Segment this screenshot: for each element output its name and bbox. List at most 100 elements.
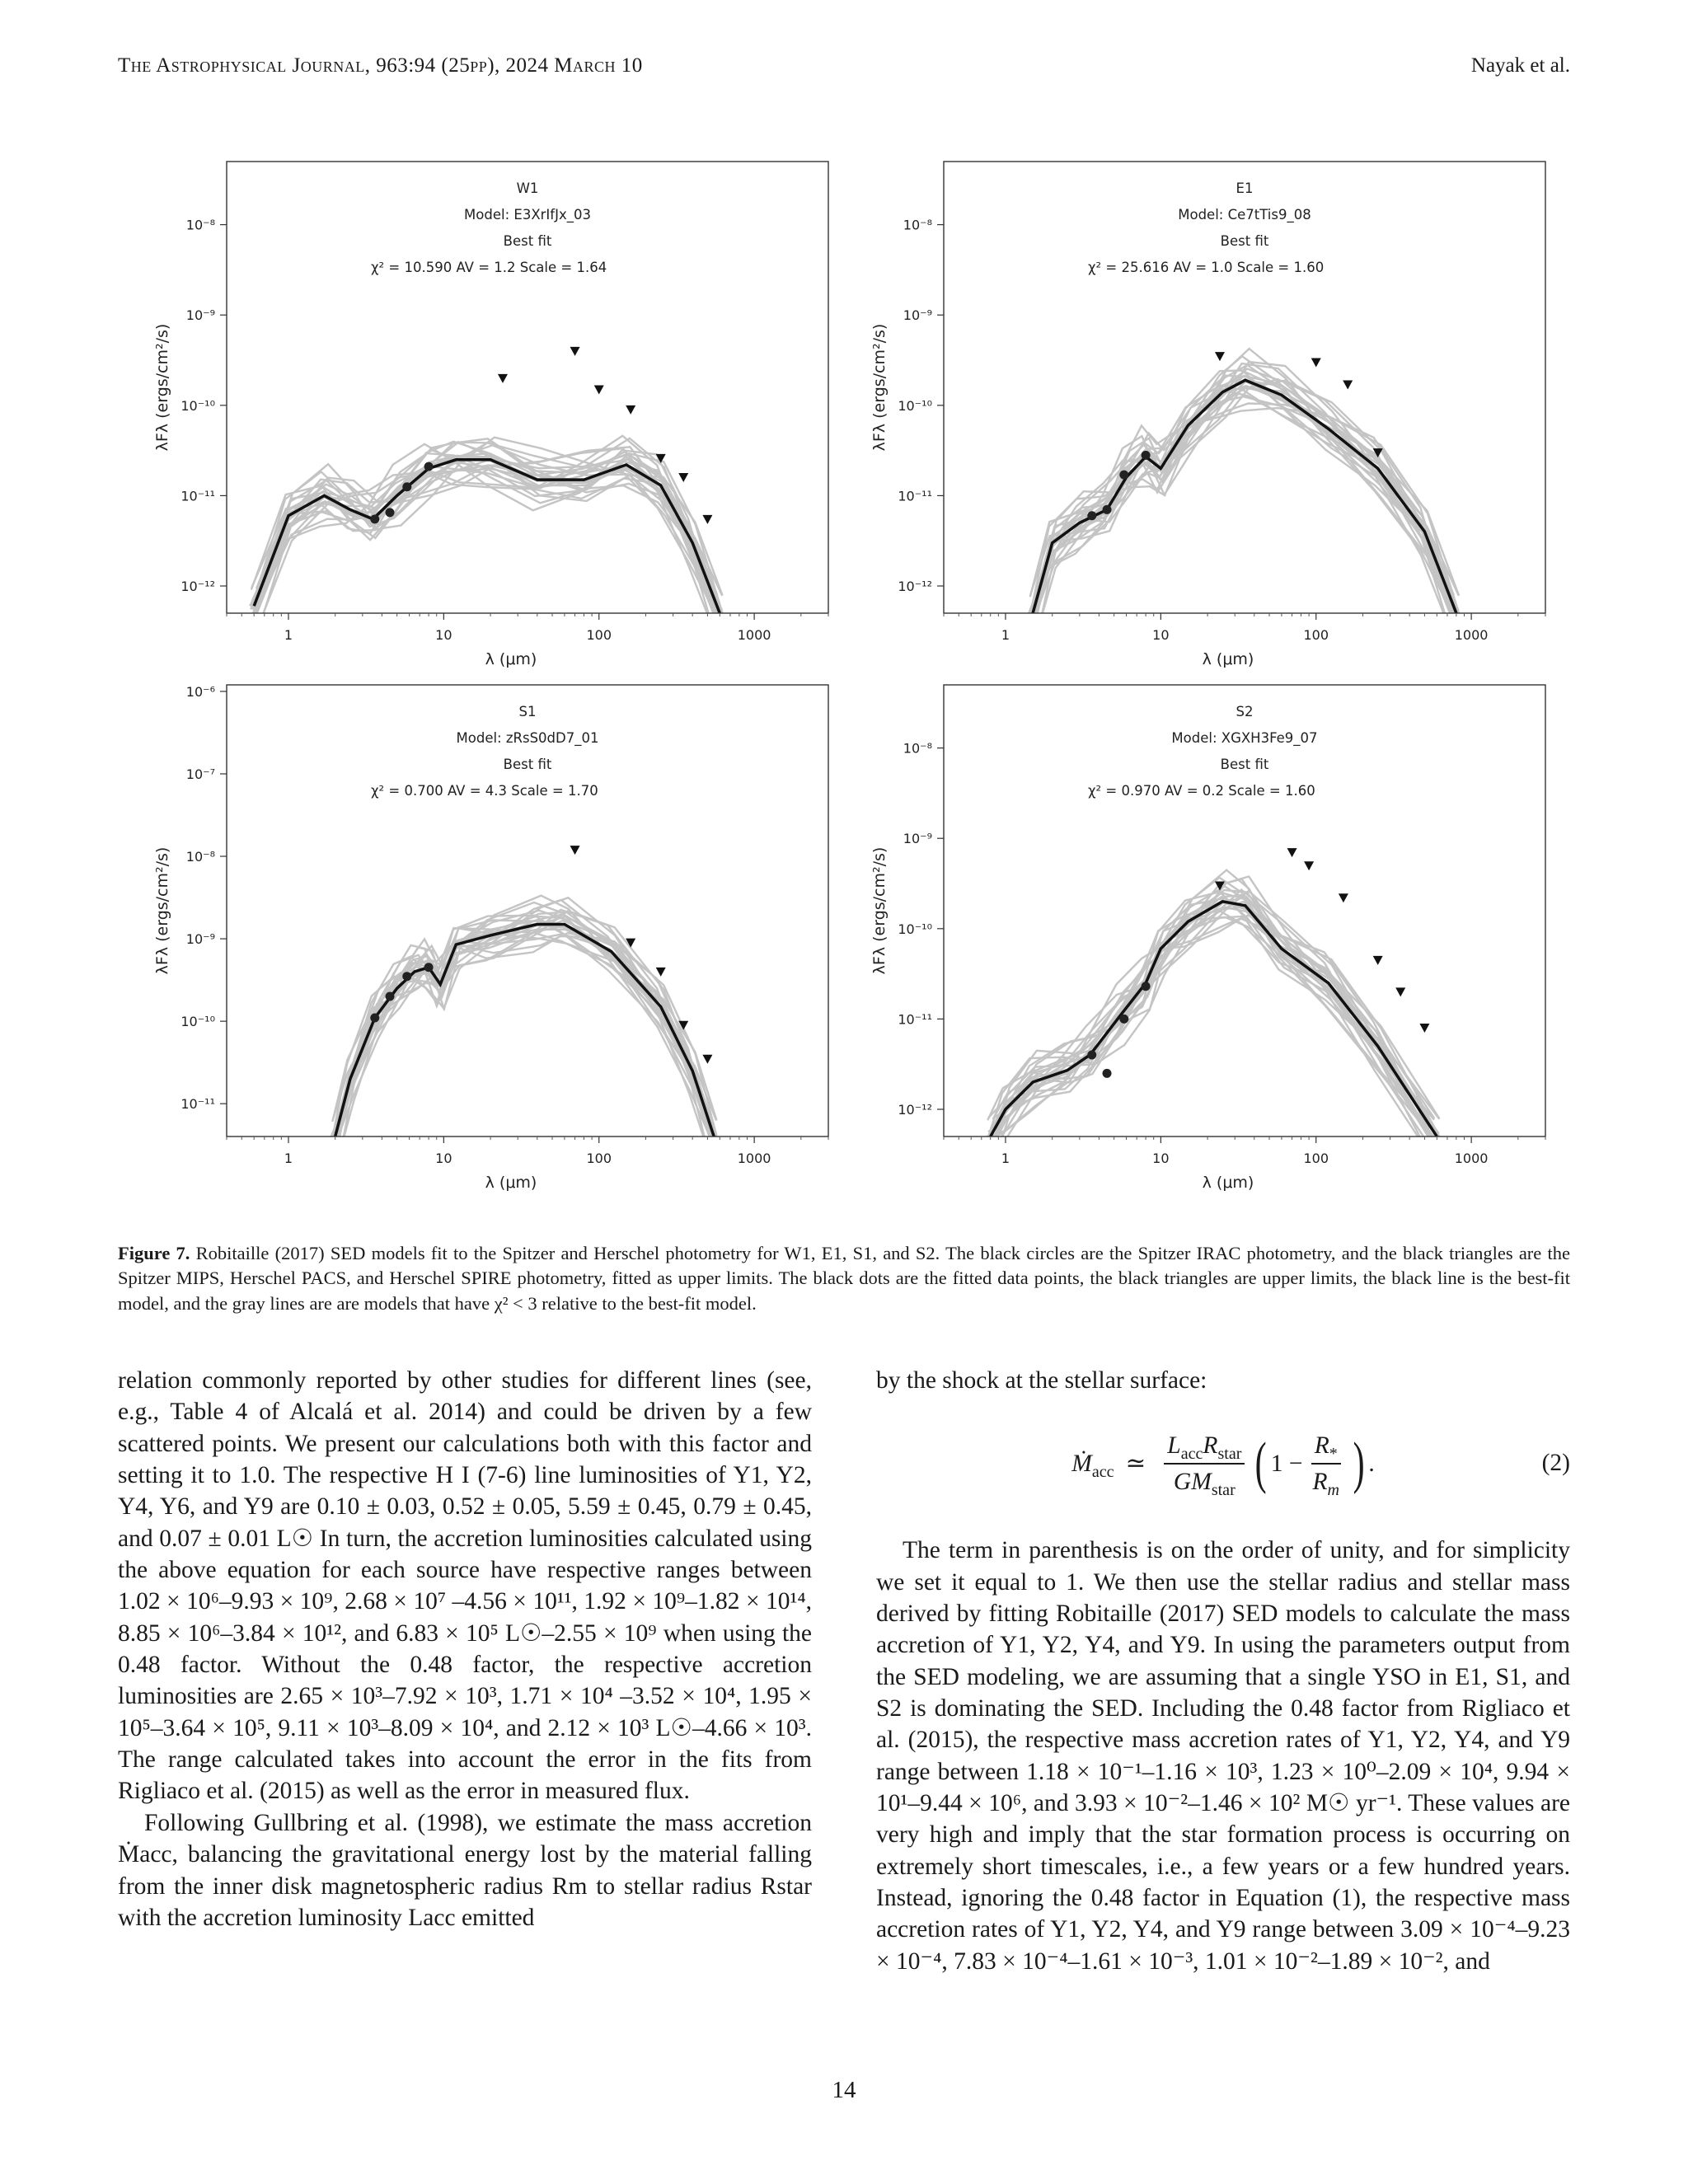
- y-tick-label: 10⁻¹⁰: [181, 1014, 215, 1029]
- left-column: relation commonly reported by other stud…: [118, 1365, 812, 1933]
- equation-2: Ṁacc ≃ LaccRstar GMstar ( 1 − R* Rm ). (2): [876, 1414, 1570, 1513]
- sed-plot-s2: 1 10 100 1000 10⁻¹² 10⁻¹¹ 10⁻¹⁰ 10⁻⁹ 10⁻⁸ λ (μm) λ…: [870, 684, 1546, 1192]
- x-tick-label: 1000: [1455, 1151, 1489, 1166]
- y-tick-label: 10⁻¹⁰: [898, 921, 932, 937]
- x-tick-label: 1000: [738, 1151, 771, 1166]
- model-curve-gray: [342, 896, 711, 1137]
- y-tick-label: 10⁻¹²: [898, 1102, 932, 1118]
- sed-panel-s2: 1 10 100 1000 10⁻¹² 10⁻¹¹ 10⁻¹⁰ 10⁻⁹ 10⁻⁸ λ (μm) λ…: [857, 680, 1574, 1203]
- upper-limit-marker: [1287, 848, 1297, 858]
- x-tick-label: 10: [1152, 1151, 1169, 1166]
- y-tick-label: 10⁻⁹: [186, 307, 215, 323]
- model-curve-gray: [333, 915, 713, 1137]
- y-tick-label: 10⁻⁸: [186, 849, 215, 865]
- detection-point: [402, 972, 412, 982]
- sed-panel-w1: 1 10 100 1000 10⁻¹² 10⁻¹¹ 10⁻¹⁰ 10⁻⁹ 10⁻⁸ λ (μm) λ…: [140, 157, 857, 680]
- model-name: Model: zRsS0dD7_01: [457, 730, 599, 747]
- upper-limit-marker: [1311, 358, 1321, 368]
- x-tick-label: 10: [435, 627, 452, 643]
- right-column: by the shock at the stellar surface: Ṁac…: [876, 1365, 1570, 1977]
- model-curve-gray: [992, 906, 1438, 1137]
- journal-citation: The Astrophysical Journal, 963:94 (25pp)…: [118, 54, 643, 77]
- x-tick-label: 100: [586, 1151, 612, 1166]
- figure-caption: Figure 7. Robitaille (2017) SED models f…: [118, 1241, 1570, 1316]
- y-tick-label: 10⁻⁹: [903, 307, 932, 323]
- model-curve-gray: [992, 884, 1440, 1135]
- x-tick-label: 100: [586, 627, 612, 643]
- fit-statistics: χ² = 10.590 AV = 1.2 Scale = 1.64: [371, 260, 607, 275]
- detection-point: [1087, 1050, 1097, 1060]
- upper-limit-marker: [497, 373, 508, 383]
- detection-point: [370, 514, 380, 524]
- paragraph: relation commonly reported by other stud…: [118, 1367, 812, 1805]
- model-curve-gray: [335, 898, 705, 1137]
- sed-plot-s1: 1 10 100 1000 10⁻¹¹ 10⁻¹⁰ 10⁻⁹ 10⁻⁸ 10⁻⁷ 10⁻⁶ λ (μ…: [153, 684, 829, 1192]
- y-tick-label: 10⁻¹¹: [898, 488, 932, 504]
- plot-frame: [226, 161, 829, 614]
- y-axis-label: λFλ (ergs/cm²/s): [153, 324, 171, 452]
- x-axis-label: λ (μm): [1203, 1174, 1254, 1192]
- y-tick-label: 10⁻¹¹: [181, 488, 215, 504]
- author-list: Nayak et al.: [1470, 54, 1570, 77]
- model-curve-gray: [994, 869, 1440, 1137]
- panel-title: W1: [517, 180, 539, 196]
- sed-panel-e1: 1 10 100 1000 10⁻¹² 10⁻¹¹ 10⁻¹⁰ 10⁻⁹ 10⁻⁸ λ (μm) λ…: [857, 157, 1574, 680]
- upper-limit-marker: [1214, 352, 1225, 362]
- model-name: Model: E3XrIfJx_03: [464, 207, 591, 223]
- x-tick-label: 1: [1001, 627, 1010, 643]
- plot-frame: [943, 161, 1546, 614]
- plot-area: [330, 846, 718, 1137]
- y-tick-label: 10⁻⁹: [186, 931, 215, 947]
- upper-limit-marker: [626, 405, 636, 415]
- model-curve-gray: [1001, 875, 1425, 1137]
- x-tick-label: 10: [435, 1151, 452, 1166]
- running-head: The Astrophysical Journal, 963:94 (25pp)…: [118, 54, 1570, 87]
- detection-point: [385, 508, 395, 518]
- upper-limit-marker: [1419, 1024, 1430, 1033]
- fit-statistics: χ² = 25.616 AV = 1.0 Scale = 1.60: [1088, 260, 1324, 275]
- detection-point: [1141, 450, 1151, 460]
- upper-limit-marker: [1395, 987, 1406, 997]
- upper-limit-marker: [1343, 380, 1353, 390]
- x-tick-label: 1000: [738, 627, 771, 643]
- figure-7: 1 10 100 1000 10⁻¹² 10⁻¹¹ 10⁻¹⁰ 10⁻⁹ 10⁻⁸ λ (μm) λ…: [140, 157, 1574, 1203]
- x-tick-label: 1: [284, 627, 293, 643]
- model-curve-gray: [989, 902, 1438, 1137]
- y-tick-label: 10⁻⁸: [903, 218, 932, 233]
- model-name: Model: Ce7tTis9_08: [1178, 207, 1311, 223]
- model-curve-gray: [331, 933, 713, 1133]
- model-curve-gray: [992, 914, 1441, 1137]
- caption-text: Robitaille (2017) SED models fit to the …: [118, 1243, 1570, 1314]
- upper-limit-marker: [570, 846, 580, 855]
- model-curve-gray: [336, 908, 706, 1137]
- x-axis-label: λ (μm): [485, 1174, 537, 1192]
- y-tick-label: 10⁻⁹: [903, 831, 932, 846]
- model-curve-gray: [256, 436, 724, 613]
- upper-limit-marker: [678, 1020, 689, 1030]
- best-fit-line: [252, 458, 721, 613]
- plot-area: [1027, 347, 1461, 613]
- detection-point: [1102, 504, 1112, 514]
- model-curve-gray: [335, 924, 715, 1137]
- upper-limit-marker: [655, 453, 666, 463]
- detection-point: [1087, 511, 1097, 521]
- model-curve-gray: [339, 894, 718, 1137]
- paragraph: Following Gullbring et al. (1998), we es…: [118, 1809, 812, 1931]
- model-curve-gray: [334, 922, 715, 1137]
- panel-title: E1: [1236, 180, 1254, 196]
- model-curve-gray: [1006, 889, 1429, 1137]
- y-axis-label: λFλ (ergs/cm²/s): [870, 847, 889, 975]
- detection-point: [1119, 470, 1129, 480]
- model-name: Model: XGXH3Fe9_07: [1171, 730, 1317, 747]
- model-curve-gray: [343, 909, 713, 1137]
- model-curve-gray: [330, 935, 711, 1137]
- sed-plot-e1: 1 10 100 1000 10⁻¹² 10⁻¹¹ 10⁻¹⁰ 10⁻⁹ 10⁻⁸ λ (μm) λ…: [870, 161, 1546, 668]
- x-tick-label: 100: [1303, 1151, 1329, 1166]
- upper-limit-marker: [593, 385, 604, 395]
- sed-plot-w1: 1 10 100 1000 10⁻¹² 10⁻¹¹ 10⁻¹⁰ 10⁻⁹ 10⁻⁸ λ (μm) λ…: [153, 161, 829, 668]
- x-tick-label: 1: [1001, 1151, 1010, 1166]
- model-curve-gray: [1041, 360, 1451, 613]
- best-fit-label: Best fit: [504, 233, 552, 249]
- detection-point: [402, 482, 412, 492]
- best-fit-label: Best fit: [1221, 233, 1269, 249]
